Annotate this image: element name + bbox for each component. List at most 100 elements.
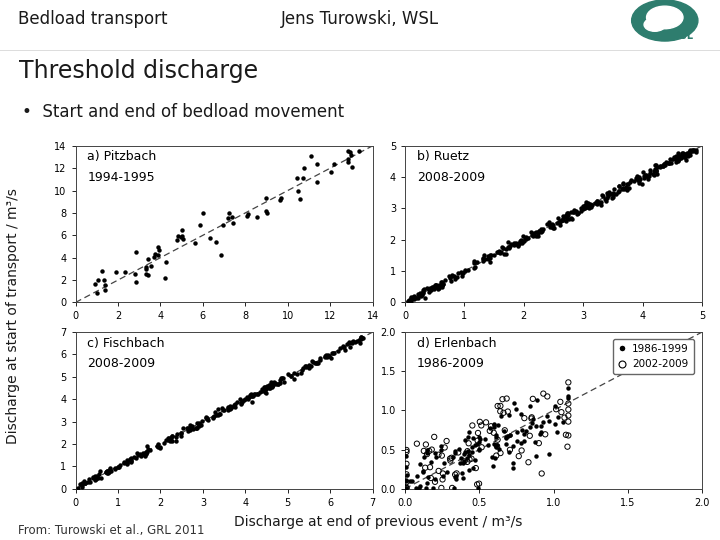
- Point: [472, 436, 483, 445]
- Point: [343, 339, 354, 348]
- Point: [580, 204, 591, 213]
- Point: [459, 266, 470, 275]
- Point: [560, 430, 572, 439]
- Point: [261, 382, 273, 390]
- Point: [135, 452, 146, 461]
- Point: [91, 472, 103, 481]
- Point: [401, 470, 413, 478]
- Point: [482, 252, 493, 261]
- Point: [201, 415, 212, 424]
- Point: [208, 412, 220, 421]
- Point: [516, 238, 528, 247]
- Point: [659, 161, 670, 170]
- Point: [487, 462, 499, 470]
- Point: [457, 458, 469, 467]
- Point: [104, 466, 115, 475]
- Point: [596, 191, 608, 199]
- Point: [566, 213, 577, 222]
- Point: [421, 446, 433, 455]
- Point: [617, 179, 629, 188]
- Point: [118, 457, 130, 466]
- Point: [413, 294, 424, 302]
- Point: [184, 420, 196, 429]
- Point: [632, 176, 644, 184]
- Point: [297, 364, 308, 373]
- Point: [101, 467, 112, 475]
- Point: [526, 227, 537, 236]
- Point: [310, 358, 322, 367]
- Point: [449, 274, 461, 283]
- Point: [94, 467, 106, 476]
- Point: [246, 389, 257, 398]
- Point: [549, 420, 561, 429]
- Point: [161, 258, 172, 267]
- Point: [544, 223, 556, 232]
- Point: [415, 292, 427, 300]
- Point: [166, 432, 178, 441]
- Point: [224, 405, 235, 414]
- Point: [354, 147, 365, 156]
- Point: [516, 425, 527, 434]
- Point: [187, 425, 199, 434]
- Point: [577, 201, 588, 210]
- Point: [422, 449, 433, 457]
- Point: [405, 294, 416, 302]
- Point: [438, 458, 449, 467]
- Point: [618, 184, 629, 192]
- Point: [438, 471, 449, 480]
- Point: [613, 187, 625, 195]
- Point: [464, 450, 475, 459]
- Point: [560, 212, 572, 221]
- Point: [492, 248, 504, 256]
- Point: [402, 296, 414, 305]
- Point: [122, 457, 133, 466]
- Point: [142, 270, 153, 279]
- Point: [176, 226, 188, 234]
- Point: [430, 281, 441, 289]
- Point: [401, 448, 413, 456]
- Point: [76, 481, 88, 489]
- Point: [424, 284, 436, 293]
- Point: [500, 434, 512, 442]
- Point: [418, 285, 430, 293]
- Point: [353, 336, 364, 345]
- Point: [456, 454, 467, 463]
- Point: [444, 272, 455, 280]
- Point: [684, 148, 696, 157]
- Point: [602, 192, 613, 200]
- Point: [323, 350, 334, 359]
- Point: [428, 484, 439, 492]
- Point: [177, 424, 189, 433]
- Point: [145, 446, 156, 454]
- Point: [484, 423, 495, 432]
- Point: [406, 294, 418, 302]
- Point: [84, 475, 95, 484]
- Point: [428, 433, 440, 441]
- Point: [495, 402, 506, 410]
- Point: [500, 249, 511, 258]
- Point: [520, 235, 531, 244]
- Point: [118, 458, 130, 467]
- Point: [120, 268, 131, 276]
- Point: [468, 264, 480, 272]
- Point: [672, 157, 684, 165]
- Point: [176, 232, 188, 240]
- Point: [148, 252, 160, 261]
- Point: [292, 369, 303, 378]
- Point: [554, 217, 566, 226]
- Point: [591, 197, 603, 206]
- Point: [516, 237, 527, 246]
- Point: [260, 193, 271, 202]
- Point: [602, 194, 613, 202]
- Point: [170, 433, 181, 441]
- Point: [495, 407, 506, 416]
- Point: [197, 416, 208, 425]
- Point: [585, 202, 596, 211]
- Point: [132, 450, 143, 459]
- Point: [479, 254, 490, 263]
- Point: [134, 450, 145, 458]
- Point: [320, 351, 331, 360]
- Point: [425, 457, 436, 466]
- Point: [285, 372, 297, 380]
- Point: [335, 343, 346, 352]
